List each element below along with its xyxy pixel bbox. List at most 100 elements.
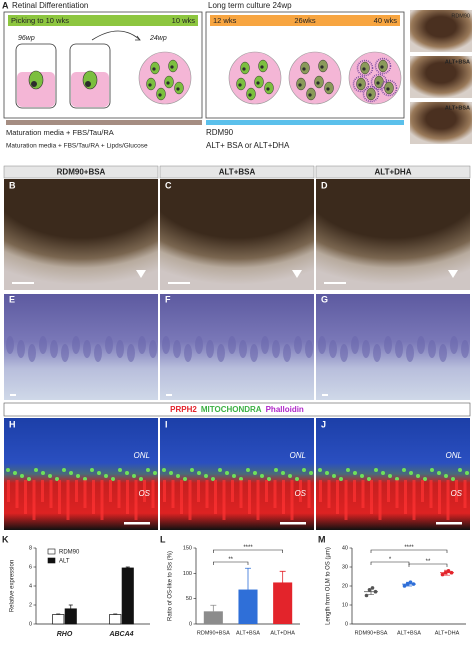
panel-letter: D <box>321 180 328 190</box>
media-label: ALT+ BSA or ALT+DHA <box>206 141 290 150</box>
layer-label: ONL <box>134 451 150 460</box>
arrow <box>91 30 141 41</box>
error-bar <box>279 570 286 583</box>
error-bar <box>245 567 251 590</box>
os-segment <box>109 480 112 502</box>
organoid-core <box>242 67 246 71</box>
cilia <box>352 75 370 93</box>
os-segment <box>126 480 129 514</box>
error-bar <box>368 588 374 595</box>
bar <box>64 608 77 625</box>
scale-bar <box>436 522 462 525</box>
os-segment <box>370 480 373 514</box>
cilia <box>374 57 392 75</box>
side-image <box>410 10 472 52</box>
cell <box>149 340 157 358</box>
micrograph <box>316 418 470 530</box>
micrograph <box>316 179 470 290</box>
x-tick-label: ALT+DHA <box>435 630 460 636</box>
organoid-core <box>256 81 260 85</box>
os-segment <box>265 480 268 502</box>
organoid-core <box>326 87 330 91</box>
side-label: RDM90 <box>451 13 470 19</box>
cell <box>351 336 359 354</box>
y-tick-label: 4 <box>29 583 32 589</box>
mito <box>69 471 73 475</box>
bar-label: Picking to 10 wks <box>11 16 69 25</box>
cell <box>138 336 146 354</box>
error-bar <box>125 566 130 568</box>
scale-bar <box>280 522 306 525</box>
section-title: Long term culture 24wp <box>208 1 292 10</box>
os-segment <box>41 480 44 502</box>
os-segment <box>429 480 433 508</box>
mito <box>125 471 129 475</box>
micrograph <box>4 418 158 530</box>
y-tick-label: 0 <box>345 621 348 627</box>
os-segment <box>32 480 36 520</box>
os-segment <box>15 480 19 508</box>
os-segment <box>256 480 260 520</box>
cilia <box>380 79 398 97</box>
bar-label: 12 wks <box>213 16 237 25</box>
os-segment <box>463 480 467 508</box>
y-axis-label: Relative expression <box>10 560 16 612</box>
cell <box>450 336 458 354</box>
scale-bar <box>12 282 34 284</box>
organoid-core <box>266 87 270 91</box>
sig-label: ** <box>228 557 233 563</box>
organoid-core <box>166 81 170 85</box>
micrograph <box>316 294 470 400</box>
side-label: ALT+BSA <box>445 105 470 111</box>
media <box>17 72 55 107</box>
media <box>71 72 109 107</box>
media-bar <box>206 120 404 125</box>
organoid-core <box>302 67 306 71</box>
os-segment <box>319 480 322 502</box>
bar <box>238 589 258 624</box>
os-segment <box>412 480 416 520</box>
layer-label: OS <box>450 489 462 498</box>
organoid-core <box>170 65 174 69</box>
layer-label: OS <box>294 489 306 498</box>
organoid-core <box>368 93 372 97</box>
os-segment <box>83 480 87 508</box>
legend-label: RDM90 <box>59 550 80 556</box>
os-segment <box>248 480 251 514</box>
cell <box>94 344 102 362</box>
cell <box>428 340 436 358</box>
mito <box>76 474 80 478</box>
scale-bar <box>10 394 16 396</box>
cell <box>373 344 381 362</box>
stain-name: PRPH2 <box>170 405 197 414</box>
organoid-core <box>320 65 324 69</box>
mito <box>339 477 343 481</box>
cell <box>329 340 337 358</box>
mito <box>169 471 173 475</box>
layer-label: ONL <box>446 451 462 460</box>
os-segment <box>180 480 183 514</box>
organoid <box>28 70 44 90</box>
mito <box>162 468 166 472</box>
mito <box>416 474 420 478</box>
layer-label: OS <box>138 489 150 498</box>
os-segment <box>143 480 146 502</box>
organoid-core <box>376 81 380 85</box>
side-image <box>410 56 472 98</box>
mito <box>437 471 441 475</box>
mito <box>27 477 31 481</box>
y-tick-label: 100 <box>183 571 192 577</box>
layer-label: ONL <box>290 451 306 460</box>
mito <box>309 471 313 475</box>
error-bar <box>68 604 73 609</box>
section-title: Retinal Differentiation <box>12 1 88 10</box>
os-segment <box>344 480 348 520</box>
scale-bar <box>168 282 190 284</box>
mito <box>13 471 17 475</box>
y-axis-label: Ratio of OS-like to ISs (%) <box>168 551 174 621</box>
x-tick-label: ALT+BSA <box>397 630 421 636</box>
organoid-core <box>248 93 252 97</box>
os-segment <box>163 480 166 502</box>
plate-label: 24wp <box>149 35 167 42</box>
mito <box>430 468 434 472</box>
